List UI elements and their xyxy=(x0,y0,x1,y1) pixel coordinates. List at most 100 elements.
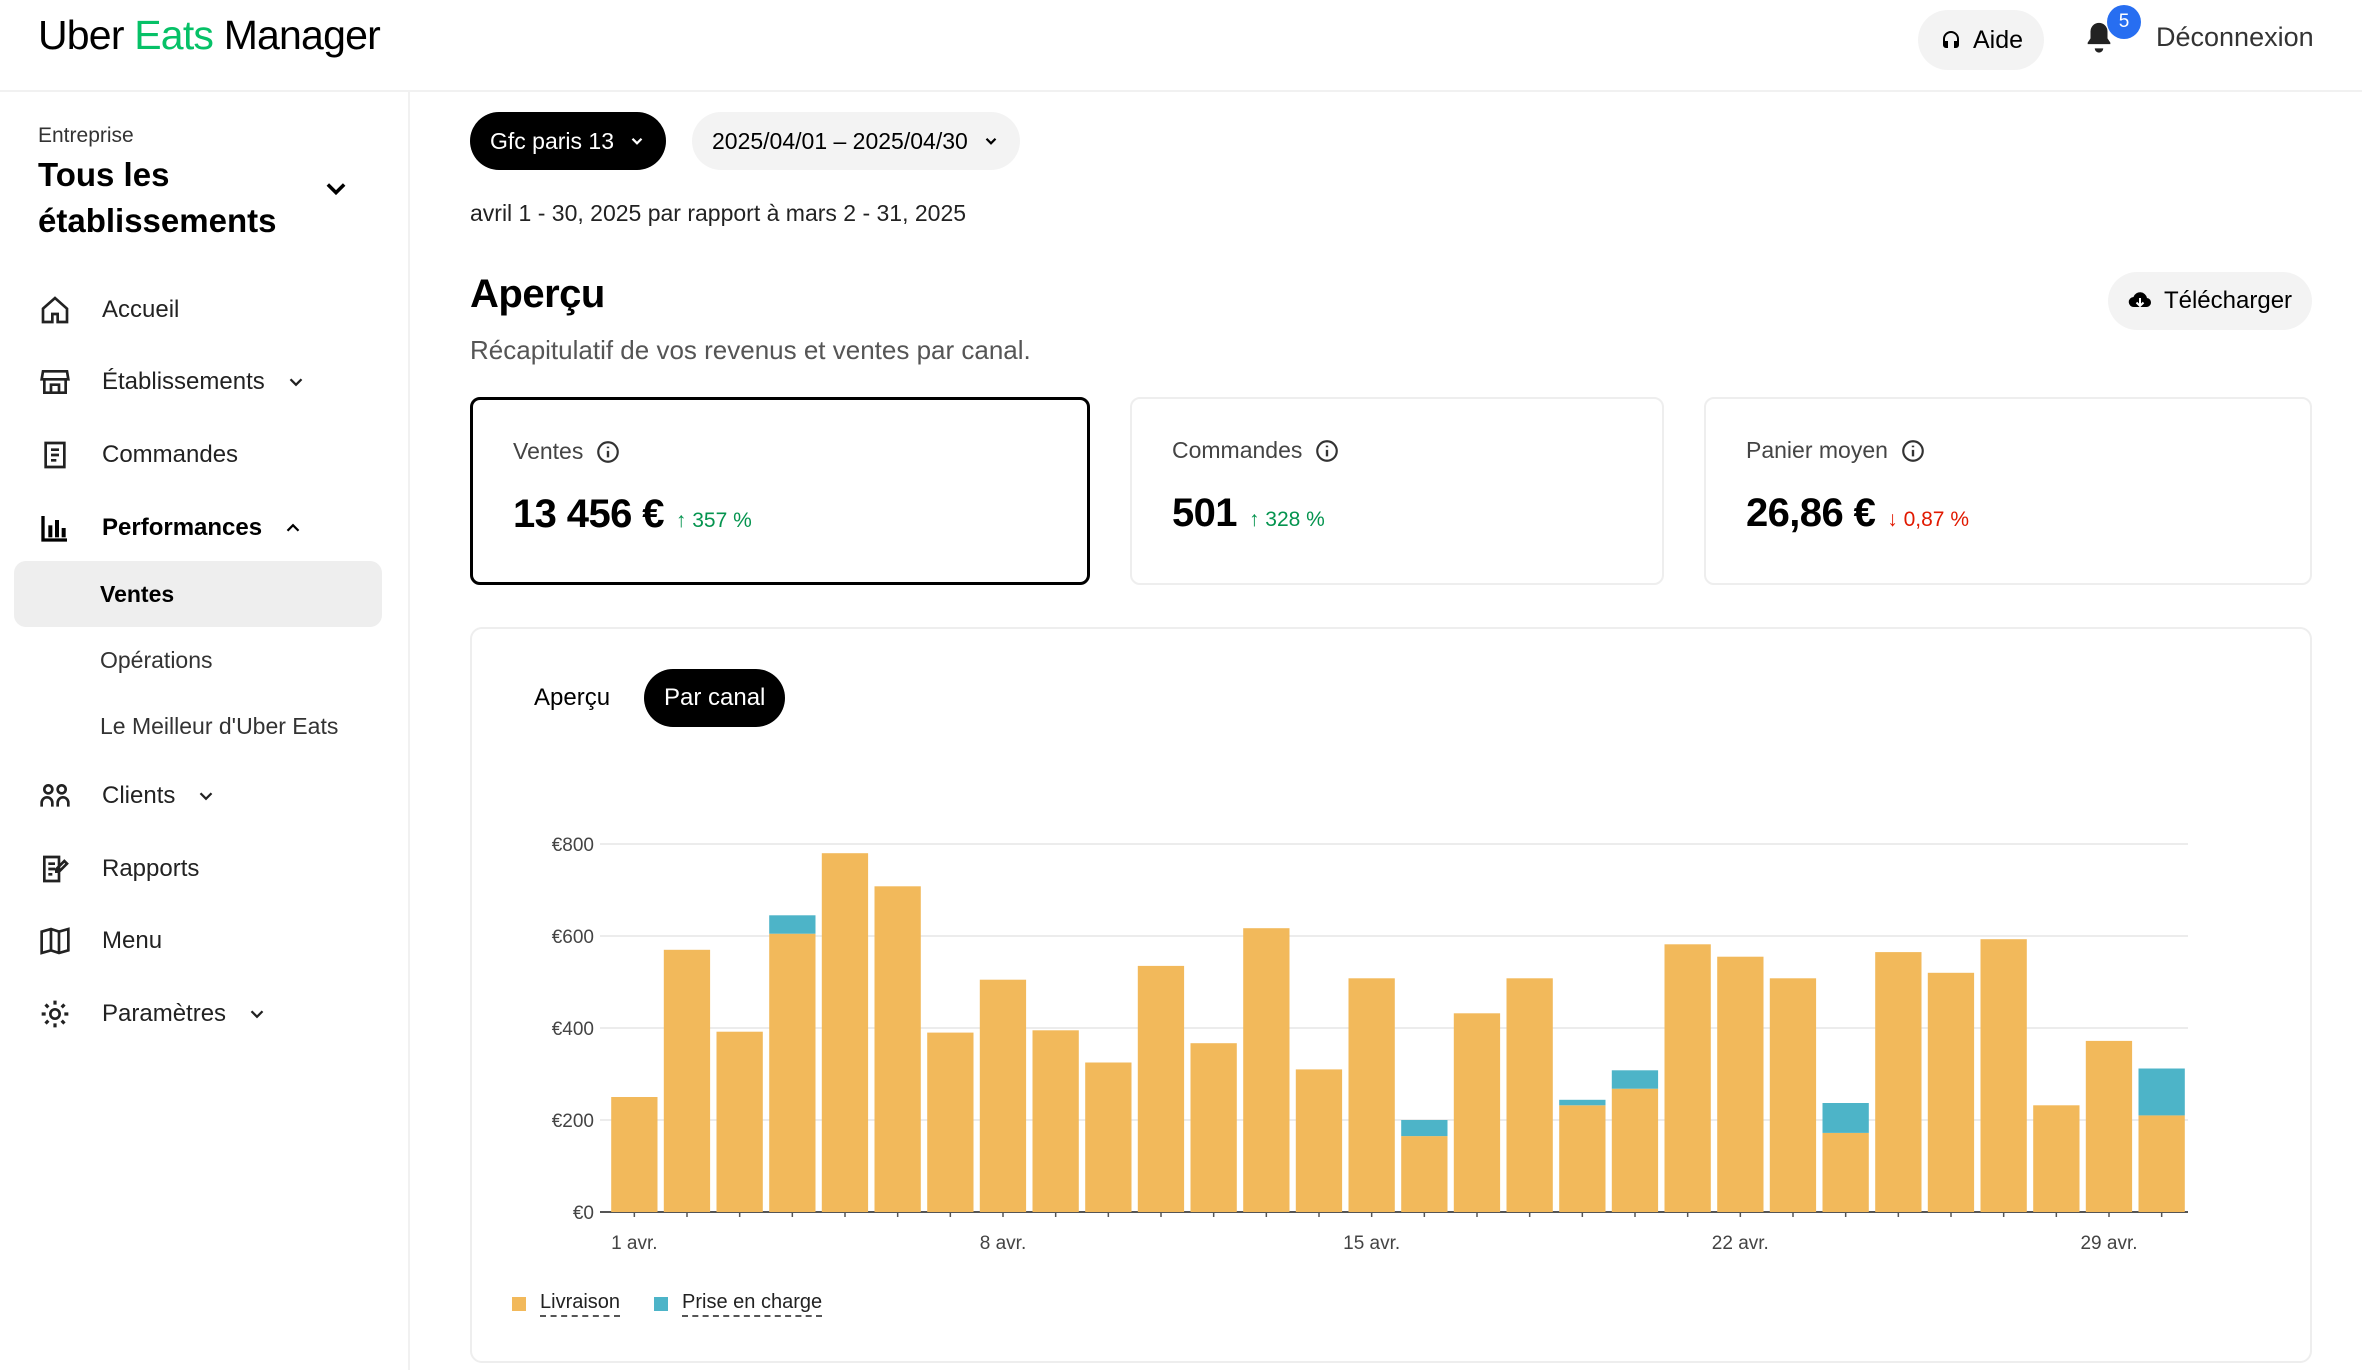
bar-livraison-28 xyxy=(2033,1105,2080,1212)
chevron-down-icon[interactable] xyxy=(322,174,350,202)
chevron-down-icon xyxy=(200,792,213,801)
page-subtitle: Récapitulatif de vos revenus et ventes p… xyxy=(470,335,1031,365)
bar-livraison-13 xyxy=(1243,928,1290,1212)
bar-livraison-22 xyxy=(1717,956,1764,1212)
bar-prise-en-charge-20 xyxy=(1611,1070,1659,1089)
sidebar-subitem-ventes[interactable]: Ventes xyxy=(14,561,382,627)
bar-prise-en-charge-19 xyxy=(1559,1099,1606,1106)
chevron-up-icon xyxy=(286,523,300,532)
sidebar-item-parametres[interactable]: Paramètres xyxy=(38,992,268,1036)
sidebar-item-accueil[interactable]: Accueil xyxy=(38,288,179,332)
help-button[interactable]: Aide xyxy=(1918,10,2044,70)
bar-livraison-29 xyxy=(2085,1040,2133,1212)
chevron-down-icon xyxy=(631,137,643,145)
sales-by-channel-chart: €0 €200 €400 €600 €800 1 avr. 8 avr. 15 avr. 22 … xyxy=(552,835,2188,1254)
bar-livraison-2 xyxy=(663,949,711,1212)
legend-swatch xyxy=(654,1297,669,1311)
bar-livraison-14 xyxy=(1295,1069,1343,1212)
chart-legend: Livraison Prise en charge xyxy=(512,1291,823,1317)
bar-livraison-26 xyxy=(1927,972,1975,1212)
bar-livraison-27 xyxy=(1980,939,2027,1212)
metric-value: 501 xyxy=(1172,491,1238,535)
bar-livraison-6 xyxy=(874,886,921,1212)
sidebar-item-menu[interactable]: Menu xyxy=(38,919,162,963)
metric-card-ventes[interactable]: Ventes 13 456 € ↑ 357 % xyxy=(470,397,1090,585)
x-tick-label: 15 avr. xyxy=(1343,1233,1400,1254)
logout-button[interactable]: Déconnexion xyxy=(2156,22,2314,52)
bar-livraison-12 xyxy=(1190,1043,1237,1212)
metric-label: Panier moyen xyxy=(1746,437,1888,463)
headset-icon xyxy=(1942,31,1959,48)
legend-swatch xyxy=(512,1297,526,1311)
top-bar: Uber Eats Manager Aide 5 Déconnexion xyxy=(0,0,2362,92)
enterprise-label: Entreprise xyxy=(38,124,134,147)
legend-item-prise-en-charge[interactable]: Prise en charge xyxy=(654,1291,823,1317)
bar-prise-en-charge-30 xyxy=(2138,1068,2185,1116)
metric-card-commandes[interactable]: Commandes 501 ↑ 328 % xyxy=(1130,397,1664,585)
bell-icon xyxy=(2087,22,2111,53)
sidebar-item-performances[interactable]: Performances xyxy=(38,506,304,550)
sidebar-subitem-meilleur-uber-eats[interactable]: Le Meilleur d'Uber Eats xyxy=(100,712,339,739)
bar-prise-en-charge-24 xyxy=(1822,1103,1869,1133)
chevron-down-icon xyxy=(250,1010,264,1019)
bar-prise-en-charge-16 xyxy=(1401,1120,1448,1137)
bar-livraison-15 xyxy=(1348,978,1395,1212)
receipt-icon xyxy=(44,441,66,469)
date-range-selector[interactable]: 2025/04/01 – 2025/04/30 xyxy=(692,112,1020,170)
metric-label: Commandes xyxy=(1172,437,1303,463)
sidebar-item-commandes[interactable]: Commandes xyxy=(38,433,238,477)
bar-livraison-24 xyxy=(1822,1132,1869,1212)
notifications-button[interactable] xyxy=(2082,20,2118,56)
gear-icon xyxy=(41,1000,69,1028)
info-icon[interactable] xyxy=(1314,438,1340,464)
metric-change: ↑ 328 % xyxy=(1248,508,1325,531)
bar-livraison-18 xyxy=(1506,978,1553,1212)
chart-icon xyxy=(41,516,67,542)
metric-label: Ventes xyxy=(513,438,584,464)
bar-livraison-21 xyxy=(1664,944,1711,1212)
bar-livraison-4 xyxy=(769,933,816,1212)
sidebar-subitem-operations[interactable]: Opérations xyxy=(100,646,213,673)
x-tick-label: 22 avr. xyxy=(1712,1233,1769,1254)
cloud-download-icon xyxy=(2128,292,2151,308)
bar-livraison-16 xyxy=(1401,1136,1448,1212)
sidebar-item-etablissements[interactable]: Établissements xyxy=(38,360,307,404)
bar-livraison-11 xyxy=(1137,965,1185,1212)
info-icon[interactable] xyxy=(1900,438,1926,464)
x-tick-label: 8 avr. xyxy=(980,1233,1026,1254)
report-icon xyxy=(43,855,69,883)
sidebar-item-clients[interactable]: Clients xyxy=(38,774,217,818)
metric-change: ↓ 0,87 % xyxy=(1887,508,1969,531)
download-button[interactable]: Télécharger xyxy=(2108,272,2312,330)
bar-livraison-25 xyxy=(1875,952,1922,1212)
sidebar: Entreprise Tous les établissements Accue… xyxy=(0,92,410,1370)
chevron-down-icon xyxy=(289,378,303,387)
legend-item-livraison[interactable]: Livraison xyxy=(512,1291,621,1317)
x-tick-label: 1 avr. xyxy=(611,1233,657,1254)
store-selector[interactable]: Gfc paris 13 xyxy=(470,112,666,170)
metric-card-panier-moyen[interactable]: Panier moyen 26,86 € ↓ 0,87 % xyxy=(1704,397,2312,585)
metric-value: 26,86 € xyxy=(1746,491,1876,535)
bar-livraison-10 xyxy=(1085,1062,1132,1212)
uber-eats-manager-logo[interactable]: Uber Eats Manager xyxy=(38,12,381,58)
bar-livraison-9 xyxy=(1032,1030,1079,1212)
help-label: Aide xyxy=(1972,25,2024,54)
comparison-text: avril 1 - 30, 2025 par rapport à mars 2 … xyxy=(470,200,967,226)
sidebar-item-rapports[interactable]: Rapports xyxy=(38,847,199,891)
x-tick-label: 29 avr. xyxy=(2080,1233,2137,1254)
enterprise-selector[interactable]: Tous les établissements xyxy=(38,156,277,239)
metric-change: ↑ 357 % xyxy=(675,509,752,532)
people-icon xyxy=(40,784,70,807)
info-icon[interactable] xyxy=(595,439,621,465)
y-tick-label: €200 xyxy=(552,1111,594,1132)
y-tick-label: €400 xyxy=(552,1019,594,1040)
tab-apercu[interactable]: Aperçu xyxy=(534,684,611,711)
tab-par-canal[interactable]: Par canal xyxy=(644,669,786,727)
y-tick-label: €800 xyxy=(552,835,594,856)
bar-livraison-19 xyxy=(1559,1105,1606,1212)
book-icon xyxy=(40,927,70,955)
bar-livraison-20 xyxy=(1611,1088,1659,1212)
notification-badge: 5 xyxy=(2107,5,2141,39)
bar-livraison-1 xyxy=(611,1097,658,1212)
chevron-down-icon xyxy=(985,137,997,145)
